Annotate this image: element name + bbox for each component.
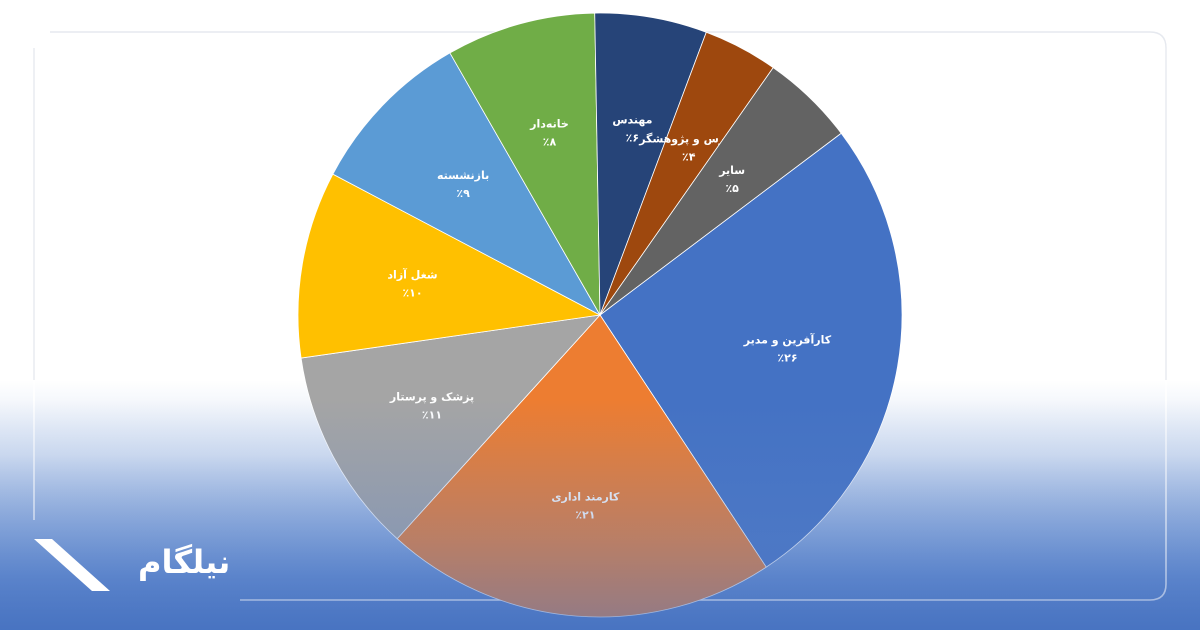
pie-slice-6 bbox=[449, 12, 601, 316]
slice-label-6: خانه‌دار bbox=[529, 118, 569, 131]
slice-label-5: بازنشسته bbox=[437, 169, 489, 182]
slice-value-5: ٪۹ bbox=[456, 187, 470, 200]
slice-label-8: مدرس و پژوهشگر bbox=[638, 133, 738, 146]
slice-value-6: ٪۸ bbox=[543, 136, 557, 149]
brand-logo: نیلگام bbox=[30, 535, 230, 605]
slice-value-4: ٪۱۰ bbox=[402, 287, 422, 300]
slice-label-9: سایر bbox=[718, 164, 745, 177]
pie-slice-5 bbox=[332, 52, 602, 316]
slice-label-4: شغل آزاد bbox=[387, 268, 437, 282]
slice-label-1: کارآفرین و مدیر bbox=[743, 332, 832, 346]
logo-mark-icon bbox=[34, 539, 110, 591]
slice-value-1: ٪۲۶ bbox=[777, 351, 797, 364]
slice-label-7: مهندس bbox=[612, 114, 652, 127]
pie-slice-4 bbox=[297, 173, 602, 359]
slice-label-2: کارمند اداری bbox=[551, 491, 620, 504]
slice-label-3: پزشک و پرستار bbox=[389, 390, 474, 403]
slice-value-3: ٪۱۱ bbox=[422, 408, 442, 421]
slice-value-2: ٪۲۱ bbox=[575, 509, 595, 522]
logo-text: نیلگام bbox=[138, 543, 231, 581]
pie-slice-9 bbox=[599, 67, 842, 316]
slice-value-9: ٪۵ bbox=[725, 182, 739, 195]
slice-value-7: ٪۶ bbox=[626, 132, 639, 145]
slice-value-8: ٪۴ bbox=[682, 151, 696, 164]
